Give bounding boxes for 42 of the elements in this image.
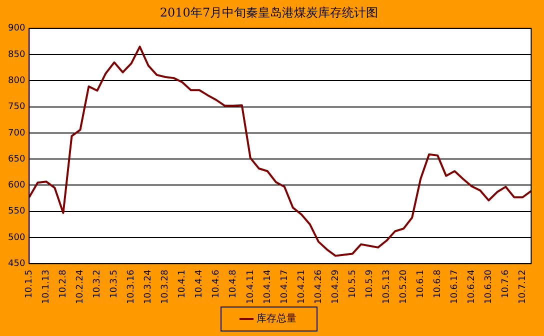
x-tick-label: 10.4.6 [212, 269, 222, 298]
x-tick-label: 10.2.24 [76, 269, 86, 304]
y-tick-label: 800 [8, 76, 26, 86]
x-tick-label: 10.3.5 [110, 270, 120, 298]
x-tick-label: 10.3.2 [92, 270, 103, 298]
x-tick-label: 10.3.28 [160, 269, 171, 304]
x-tick-label: 10.3.24 [144, 269, 154, 304]
y-tick-label: 500 [8, 232, 26, 243]
y-tick-label: 700 [8, 128, 26, 138]
x-tick-label: 10.4.8 [228, 269, 239, 298]
y-tick-label: 750 [8, 102, 26, 112]
x-tick-label: 10.7.12 [518, 270, 528, 304]
chart-title: 2010年7月中旬秦皇岛港煤炭库存统计图 [160, 5, 378, 20]
x-tick-label: 10.7.6 [501, 269, 512, 298]
x-tick-label: 10.5.20 [398, 269, 409, 304]
x-tick-label: 10.4.29 [330, 269, 341, 304]
x-tick-label: 10.4.11 [246, 270, 256, 304]
x-tick-label: 10.2.8 [58, 269, 69, 298]
x-tick-label: 10.4.1 [178, 270, 188, 298]
x-tick-label: 10.1.5 [24, 270, 35, 298]
x-tick-label: 10.4.17 [280, 270, 290, 304]
y-tick-label: 600 [8, 180, 26, 191]
x-tick-label: 10.4.21 [296, 270, 307, 304]
y-tick-label: 450 [8, 258, 26, 269]
x-tick-label: 10.5.13 [382, 270, 392, 304]
y-tick-label: 900 [8, 24, 26, 34]
x-tick-label: 10.3.16 [126, 269, 137, 304]
x-tick-label: 10.5.5 [348, 270, 358, 298]
x-tick-label: 10.1.13 [42, 270, 52, 304]
x-tick-label: 10.6.17 [450, 270, 460, 304]
x-tick-label: 10.4.14 [262, 269, 273, 304]
x-tick-label: 10.6.8 [432, 269, 443, 298]
x-tick-label: 10.4.26 [314, 269, 324, 304]
y-tick-label: 850 [8, 50, 26, 60]
x-tick-label: 10.6.30 [484, 269, 494, 304]
legend-label: 库存总量 [256, 312, 296, 325]
x-tick-label: 10.5.9 [364, 269, 375, 298]
x-tick-label: 10.6.24 [466, 269, 477, 304]
x-tick-label: 10.6.1 [416, 270, 426, 298]
y-tick-label: 650 [8, 154, 26, 164]
x-tick-label: 10.4.4 [194, 269, 205, 298]
y-tick-label: 550 [8, 206, 26, 217]
